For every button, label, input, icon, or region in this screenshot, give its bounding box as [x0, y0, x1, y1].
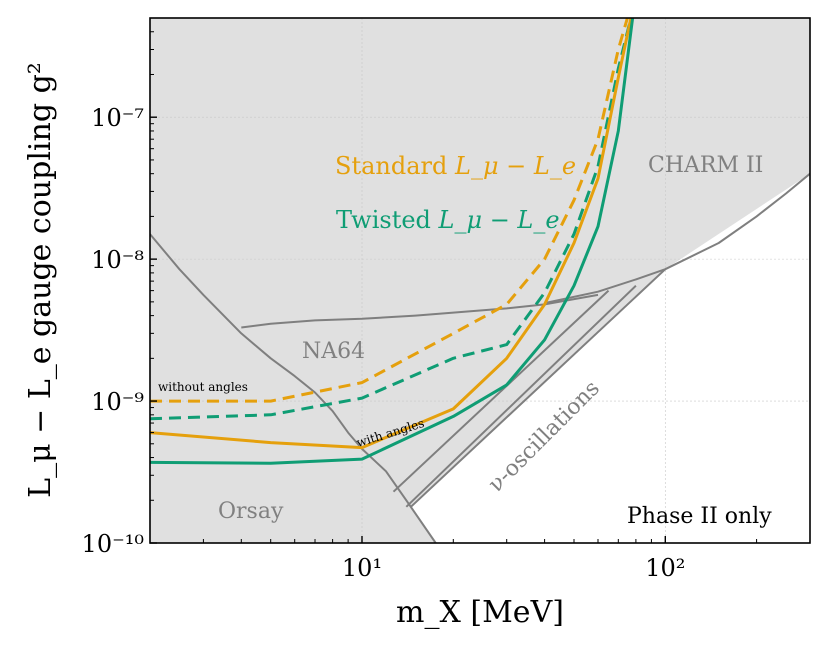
bound-na64: [241, 293, 599, 329]
y-tick-label: 10⁻⁸: [91, 246, 144, 274]
legend-standard-math: L_μ − L_e: [454, 152, 576, 180]
x-tick-label: 10²: [645, 554, 685, 582]
legend-twisted: Twisted L_μ − L_e: [336, 206, 560, 234]
series-twisted-without-angles: [150, 18, 633, 421]
bound-charm-ii: [544, 172, 810, 305]
ticks: 10¹ 10² 10⁻¹⁰ 10⁻⁹ 10⁻⁸ 10⁻⁷: [82, 17, 811, 582]
orsay-label: Orsay: [218, 499, 284, 524]
x-tick-label: 10¹: [342, 554, 382, 582]
na64-label: NA64: [302, 339, 365, 364]
series-standard-without-angles: [150, 18, 629, 403]
bounds: [150, 172, 810, 543]
series-twisted-with-angles: [150, 18, 635, 465]
y-tick-label: 10⁻⁹: [91, 388, 144, 416]
legend-standard-prefix: Standard: [335, 152, 455, 180]
legend-twisted-prefix: Twisted: [336, 206, 439, 234]
y-tick-label: 10⁻⁷: [91, 104, 144, 132]
phase2-label: Phase II only: [627, 504, 772, 529]
plot-area: [150, 18, 810, 543]
series-standard-with-angles: [150, 18, 633, 450]
bound-orsay: [150, 233, 437, 543]
without-angles-label: without angles: [158, 380, 248, 394]
excluded-region: [150, 18, 810, 543]
y-axis-title: L_μ − L_e gauge coupling g²: [23, 62, 58, 498]
bound-phase-boundary: [410, 268, 666, 508]
bound-oscillations: [405, 284, 637, 508]
charm-label: CHARM II: [648, 153, 763, 178]
legend-twisted-math: L_μ − L_e: [438, 206, 560, 234]
plot-frame: [149, 17, 811, 544]
y-tick-label: 10⁻¹⁰: [82, 530, 144, 558]
x-axis-title: m_X [MeV]: [396, 595, 564, 630]
legend-standard: Standard L_μ − L_e: [335, 152, 576, 180]
series: [150, 18, 635, 465]
grid: [150, 18, 810, 543]
bound-oscillations: [392, 289, 610, 493]
